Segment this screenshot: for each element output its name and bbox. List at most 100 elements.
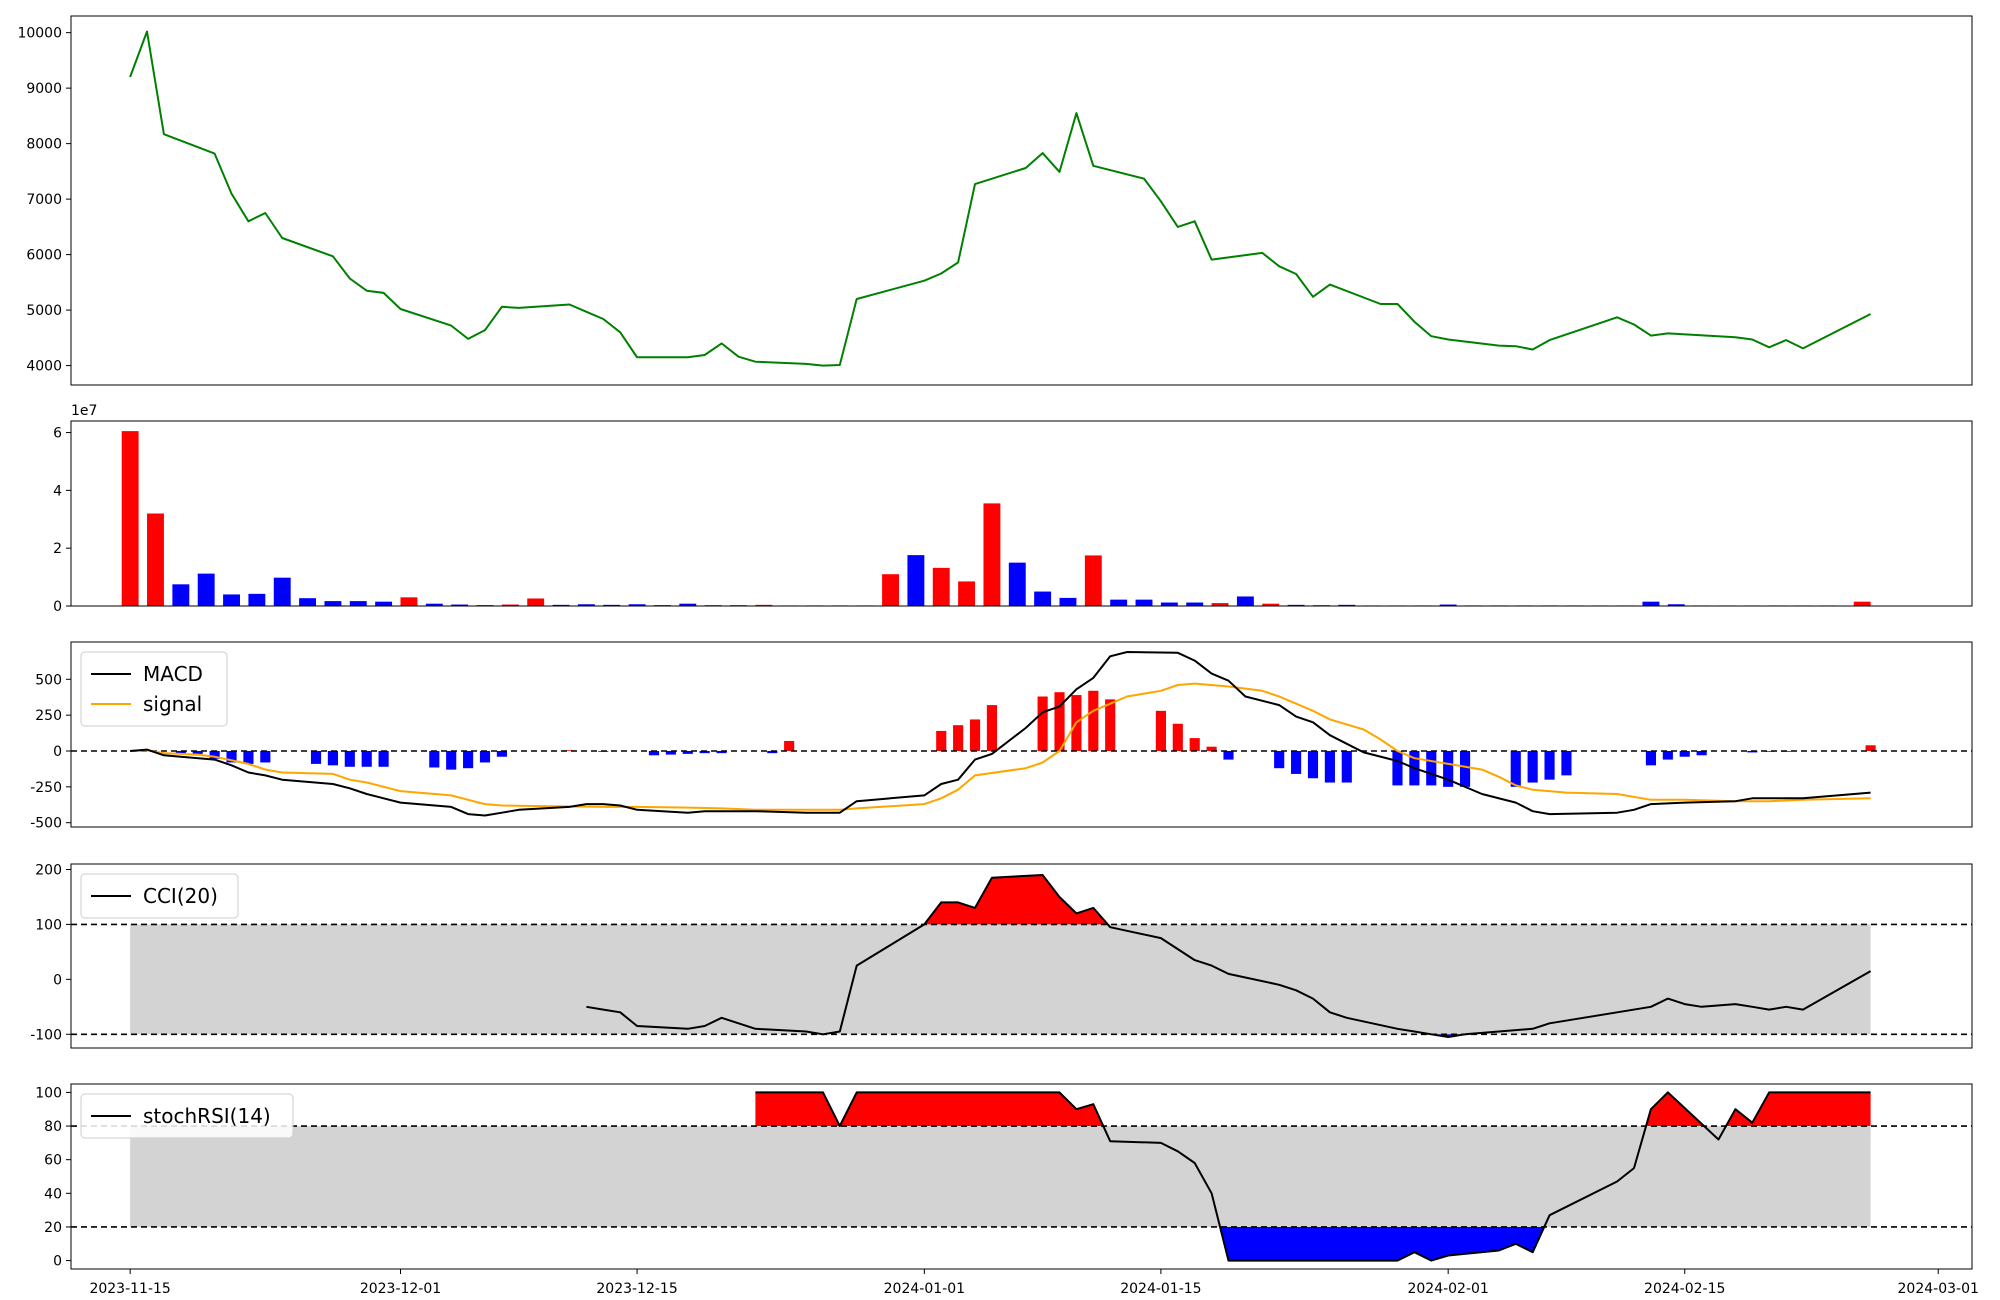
volume-bar [121,431,139,606]
macd-histogram-bar [446,750,457,770]
macd-histogram-bar [1037,696,1048,751]
volume-bar [248,593,266,606]
stochrsi-ytick-label: 60 [44,1153,62,1169]
x-tick-label: 2023-11-15 [89,1281,170,1297]
volume-ytick-label: 4 [53,483,62,499]
volume-bar [1034,591,1052,606]
macd-histogram-bar [1527,750,1538,783]
volume-bar [1059,597,1077,606]
cci-ytick-label: 100 [35,917,62,933]
macd-ytick-label: -250 [30,780,62,796]
volume-bar [1287,604,1305,606]
volume-bar [223,594,240,606]
legend-label: stochRSI(14) [143,1104,271,1128]
volume-ytick-label: 2 [53,541,62,557]
macd-histogram-bar [564,750,575,751]
macd-ytick-label: 0 [53,744,62,760]
volume-bar [983,503,1001,606]
x-tick-label: 2023-12-15 [596,1281,677,1297]
macd-histogram-bar [1274,750,1285,769]
volume-bar [1008,562,1026,606]
macd-panel: -500 -250 0 250 500 MACD signal [30,641,1973,832]
volume-bar [375,601,393,606]
macd-ytick-label: 500 [35,672,62,688]
cci-ytick-label: 0 [53,972,62,988]
macd-frame [70,641,1973,828]
macd-histogram-bar [1443,750,1454,787]
cci-ytick-label: 200 [35,862,62,878]
volume-bar [932,567,950,606]
macd-histogram-bar [784,740,795,751]
legend-box [80,1093,294,1139]
macd-histogram-bar [1054,692,1065,751]
macd-histogram-bar [1088,690,1099,751]
macd-histogram-bar [243,750,254,764]
volume-bar [172,584,190,606]
macd-histogram-bar [936,730,947,751]
volume-bar [299,598,317,606]
macd-histogram-bar [1426,750,1437,786]
legend-label: signal [143,692,202,716]
volume-bar [324,601,342,606]
volume-bar [958,581,976,606]
volume-bar [907,555,925,606]
volume-bar [1160,602,1178,606]
macd-ytick-label: -500 [30,816,62,832]
cci-panel: -100 0 100 200 CCI(20) [30,862,1973,1049]
macd-ytick-label: 250 [35,708,62,724]
volume-bar [628,604,646,606]
volume-frame [70,420,1973,607]
volume-bar [527,598,545,606]
volume-bar [755,604,773,606]
macd-histogram-bar [1645,750,1657,766]
macd-histogram-bar [496,750,507,757]
macd-histogram-bar [665,750,676,755]
macd-histogram-bar [344,750,355,767]
legend-box [80,873,239,919]
macd-histogram-bar [1105,699,1116,751]
macd-histogram-bar [1189,738,1200,751]
macd-histogram-bar [175,750,186,754]
price-ytick-label: 6000 [26,248,62,264]
macd-histogram-bar [1324,750,1335,783]
macd-histogram-bar [429,750,440,768]
price-ytick-label: 9000 [26,81,62,97]
macd-histogram-bar [1764,750,1775,752]
macd-histogram-bar [1172,723,1183,751]
volume-bar [679,603,697,606]
macd-histogram-bar [1223,750,1234,760]
volume-bar [1667,604,1685,606]
legend-label: CCI(20) [143,884,218,908]
volume-panel: 0 2 4 6 1e7 [53,403,1973,615]
volume-bar [577,604,595,606]
volume-bar [273,577,291,606]
volume-bar [147,513,164,606]
macd-histogram-bar [209,750,220,759]
price-line [129,30,1872,367]
cci-neutral-band [130,924,1871,1035]
volume-bar [451,604,469,606]
macd-histogram-bar [986,705,997,751]
x-tick-label: 2024-01-01 [884,1281,965,1297]
x-tick-label: 2024-03-01 [1898,1281,1979,1297]
macd-histogram-bar [969,719,981,751]
volume-bar [1211,603,1229,606]
macd-histogram-bar [699,750,710,754]
volume-bar [1110,599,1128,606]
price-frame [70,15,1973,386]
stochrsi-ytick-label: 40 [44,1186,62,1202]
price-ytick-label: 4000 [26,359,62,375]
macd-histogram-bar [327,750,338,766]
x-tick-label: 2024-02-15 [1644,1281,1725,1297]
x-tick-label: 2024-02-01 [1407,1281,1488,1297]
x-tick-label: 2024-01-15 [1120,1281,1201,1297]
price-ytick-label: 5000 [26,303,62,319]
volume-bar [1186,602,1204,606]
stochrsi-ytick-label: 80 [44,1119,62,1135]
cci-frame [70,863,1973,1049]
volume-ytick-label: 6 [53,426,62,442]
volume-bar [1642,601,1660,606]
x-tick-label: 2023-12-01 [360,1281,441,1297]
stochrsi-oversold-fill [1220,1227,1545,1261]
